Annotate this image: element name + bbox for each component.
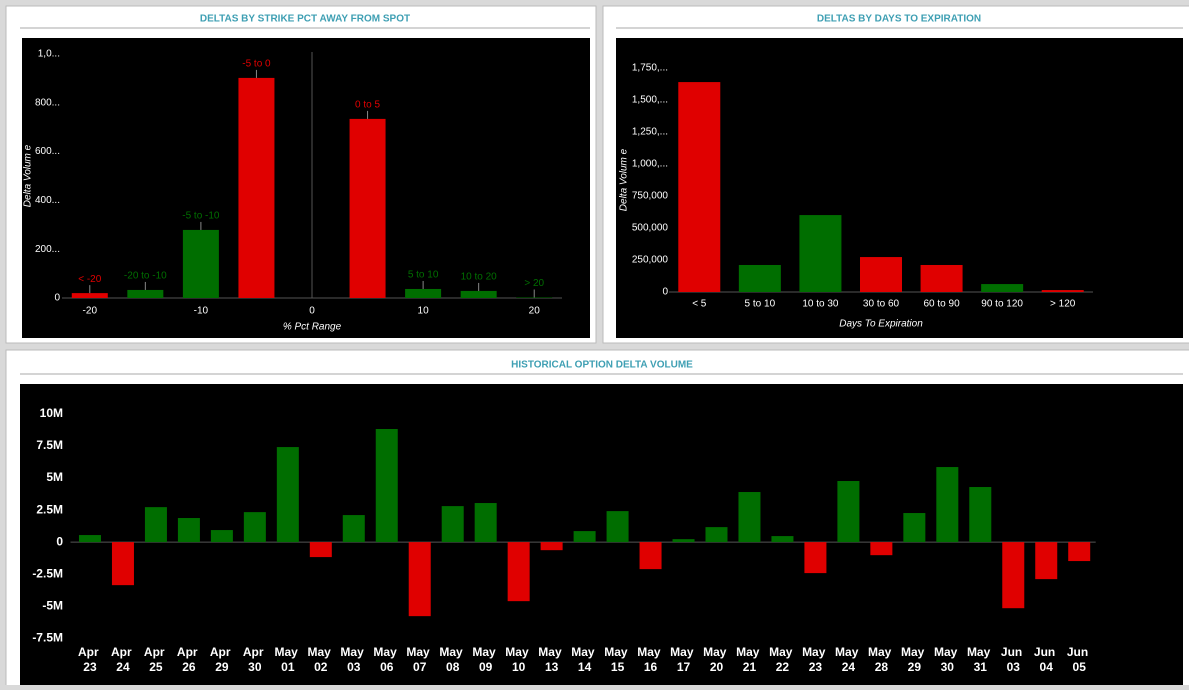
bar [475, 503, 497, 542]
y-tick-label: 1,750,... [632, 63, 668, 74]
chart-title: HISTORICAL OPTION DELTA VOLUME [511, 360, 693, 371]
bar [541, 542, 563, 550]
y-tick-label: 1,0... [38, 49, 60, 60]
x-tick-label: 60 to 90 [923, 299, 960, 310]
bar-label: 5 to 10 [408, 270, 439, 281]
y-tick-label: 1,250,... [632, 127, 668, 138]
x-tick-label: -10 [194, 306, 209, 317]
y-tick-label: 200... [35, 244, 60, 255]
bar [799, 215, 841, 292]
bar [903, 513, 925, 542]
y-tick-label: 250,000 [632, 255, 669, 266]
bar [1002, 542, 1024, 608]
bar [178, 518, 200, 542]
y-tick-label: 1,000,... [632, 159, 668, 170]
x-tick-label: < 5 [692, 299, 707, 310]
bar [574, 531, 596, 542]
bar [508, 542, 530, 601]
y-tick-label: 2.5M [36, 502, 63, 516]
bar [640, 542, 662, 569]
y-tick-label: 600... [35, 146, 60, 157]
bar [936, 467, 958, 542]
chart-title: DELTAS BY DAYS TO EXPIRATION [817, 14, 981, 25]
x-tick-label: > 120 [1050, 299, 1076, 310]
bar [1042, 290, 1084, 292]
y-tick-label: 0 [662, 287, 668, 298]
x-tick-label: 5 to 10 [745, 299, 776, 310]
bar-label: 0 to 5 [355, 100, 380, 111]
y-tick-label: 400... [35, 195, 60, 206]
x-tick-label: 20 [529, 306, 541, 317]
bar [112, 542, 134, 585]
bar [673, 539, 695, 542]
y-axis-title: Delta Volum e [619, 148, 630, 211]
bar [607, 511, 629, 542]
x-tick-label: 90 to 120 [981, 299, 1023, 310]
y-tick-label: 10M [40, 406, 63, 420]
bar [981, 284, 1023, 292]
bar [183, 230, 219, 298]
y-tick-label: 7.5M [36, 438, 63, 452]
bar [738, 492, 760, 542]
bar [1068, 542, 1090, 561]
x-tick-label: -20 [83, 306, 98, 317]
plot-area [22, 38, 590, 338]
bar [771, 536, 793, 542]
y-tick-label: -7.5M [32, 630, 63, 644]
y-axis-title: Delta Volum e [23, 144, 34, 207]
bar [79, 535, 101, 542]
bar [461, 291, 497, 298]
bar [969, 487, 991, 542]
bar [244, 512, 266, 542]
bar-label: 10 to 20 [461, 272, 498, 283]
bar-label: > 20 [524, 278, 544, 289]
bar [145, 507, 167, 542]
x-tick-label: 10 [418, 306, 430, 317]
bar [837, 481, 859, 542]
bar [127, 290, 163, 298]
bar [405, 289, 441, 298]
bar [921, 265, 963, 292]
x-tick-label: 30 to 60 [863, 299, 900, 310]
y-tick-label: -2.5M [32, 566, 63, 580]
bar [310, 542, 332, 557]
y-tick-label: -5M [42, 598, 63, 612]
bar [277, 447, 299, 542]
y-tick-label: 500,000 [632, 223, 669, 234]
y-tick-label: 0 [56, 534, 63, 548]
bar [211, 530, 233, 542]
y-tick-label: 1,500,... [632, 95, 668, 106]
bar-label: -5 to 0 [242, 59, 271, 70]
y-tick-label: 0 [54, 293, 60, 304]
bar [678, 82, 720, 292]
bar [72, 293, 108, 298]
bar [739, 265, 781, 292]
bar [350, 119, 386, 298]
y-tick-label: 750,000 [632, 191, 669, 202]
bar-label: -20 to -10 [124, 271, 167, 282]
x-axis-title: % Pct Range [283, 322, 342, 333]
bar [804, 542, 826, 573]
x-tick-label: 0 [309, 306, 315, 317]
bar [442, 506, 464, 542]
bar [409, 542, 431, 616]
bar [870, 542, 892, 555]
bar-label: < -20 [78, 274, 102, 285]
bar [860, 257, 902, 292]
bar [1035, 542, 1057, 579]
y-tick-label: 5M [46, 470, 63, 484]
y-tick-label: 800... [35, 97, 60, 108]
x-tick-label: 10 to 30 [802, 299, 839, 310]
bar-label: -5 to -10 [182, 211, 220, 222]
chart-title: DELTAS BY STRIKE PCT AWAY FROM SPOT [200, 14, 410, 25]
bar [343, 515, 365, 542]
bar [376, 429, 398, 542]
bar [238, 78, 274, 298]
x-axis-title: Days To Expiration [839, 319, 923, 330]
bar [705, 527, 727, 542]
